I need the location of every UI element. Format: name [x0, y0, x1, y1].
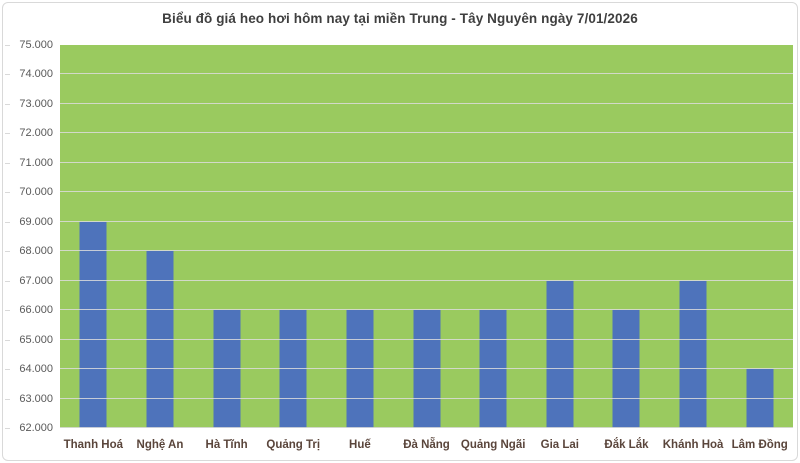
gridline [60, 161, 793, 163]
bar-9 [612, 310, 640, 428]
x-axis-label: Nghệ An [136, 439, 184, 451]
gridline [60, 309, 793, 311]
bar-4 [279, 310, 307, 428]
bar-11 [746, 369, 774, 428]
y-axis-label: 74.000 [19, 68, 53, 81]
bar-column [460, 45, 527, 428]
bar-5 [346, 310, 374, 428]
bar-column [593, 45, 660, 428]
x-axis-label: Quảng Trị [266, 439, 321, 451]
y-axis-label: 68.000 [19, 245, 53, 258]
bar-8 [546, 280, 574, 428]
y-axis-label: 64.000 [19, 363, 53, 376]
y-axis-label: 67.000 [19, 274, 53, 287]
gridline [60, 220, 793, 222]
x-axis-label: Thanh Hoá [63, 439, 124, 451]
x-axis-label: Đà Nẵng [403, 439, 450, 451]
y-axis-tick [5, 280, 10, 282]
bar-1 [79, 221, 107, 428]
bar-column [60, 45, 127, 428]
gridline [60, 250, 793, 252]
y-axis-tick [5, 339, 10, 341]
plot-area [60, 45, 793, 428]
bar-2 [146, 251, 174, 428]
gridline [60, 73, 793, 75]
gridline [60, 279, 793, 281]
bar-column [260, 45, 327, 428]
y-axis-tick [5, 74, 10, 76]
y-axis-tick [5, 192, 10, 194]
x-axis-label: Quảng Ngãi [460, 439, 526, 451]
x-axis-label: Lâm Đồng [731, 439, 788, 451]
gridline [60, 338, 793, 340]
bar-column [726, 45, 793, 428]
gridline [60, 191, 793, 193]
bar-7 [479, 310, 507, 428]
gridline [60, 397, 793, 399]
y-axis-label: 75.000 [19, 39, 53, 51]
y-axis-tick [5, 45, 10, 46]
y-axis-label: 72.000 [19, 127, 53, 140]
y-axis-tick [5, 369, 10, 371]
y-axis-tick [5, 103, 10, 105]
y-axis-tick [5, 398, 10, 400]
bar-column [193, 45, 260, 428]
bar-column [127, 45, 194, 428]
bar-column [526, 45, 593, 428]
bar-column [660, 45, 727, 428]
y-axis-tick [5, 133, 10, 135]
y-axis: 75.000 74.000 73.000 72.000 71.000 70.000 69.0… [3, 39, 53, 434]
x-axis-label: Gia Lai [540, 439, 579, 451]
bar-series [60, 45, 793, 428]
bar-6 [413, 310, 441, 428]
y-axis-tick [5, 428, 10, 429]
x-axis: Thanh Hoá Nghệ An Hà Tĩnh Quảng Trị Huế Đà Nẵ… [60, 439, 793, 451]
y-axis-label: 65.000 [19, 333, 53, 346]
bar-column [393, 45, 460, 428]
bar-10 [679, 280, 707, 428]
gridline [60, 132, 793, 134]
y-axis-label: 71.000 [19, 156, 53, 169]
y-axis-label: 62.000 [19, 422, 53, 434]
y-axis-tick [5, 221, 10, 223]
x-axis-label: Hà Tĩnh [205, 439, 248, 451]
y-axis-label: 63.000 [19, 392, 53, 405]
x-axis-label: Đắk Lắk [604, 439, 649, 451]
y-axis-label: 70.000 [19, 186, 53, 199]
y-axis-label: 69.000 [19, 215, 53, 228]
y-axis-tick [5, 310, 10, 312]
x-axis-label: Huế [349, 439, 371, 451]
y-axis-label: 66.000 [19, 304, 53, 317]
gridline [60, 368, 793, 370]
gridline [60, 427, 793, 428]
y-axis-tick [5, 162, 10, 164]
bar-3 [213, 310, 241, 428]
y-axis-tick [5, 251, 10, 253]
y-axis-label: 73.000 [19, 97, 53, 110]
gridline [60, 102, 793, 104]
bar-column [327, 45, 394, 428]
chart-title: Biểu đồ giá heo hơi hôm nay tại miền Tru… [162, 11, 638, 26]
x-axis-label: Khánh Hoà [662, 439, 724, 451]
